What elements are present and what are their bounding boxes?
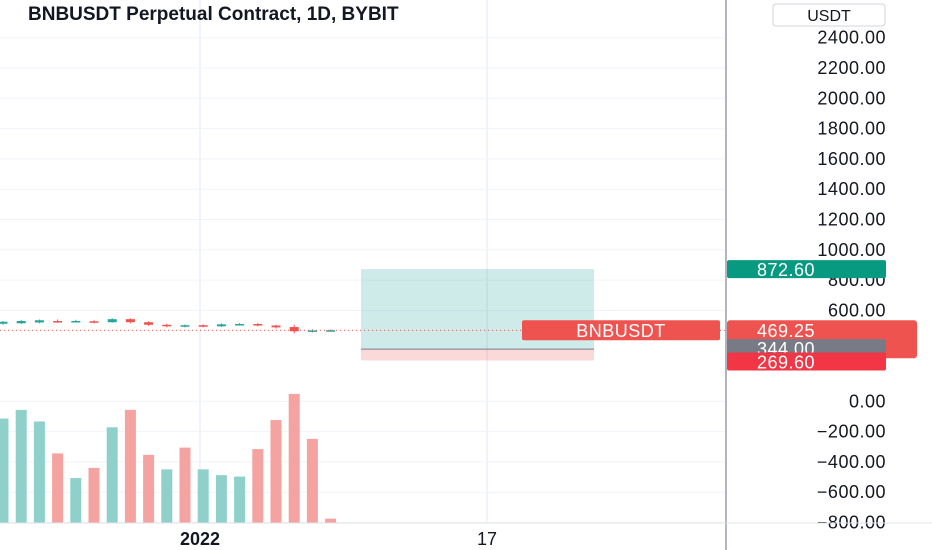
price-tick-label: 2000.00 [817, 88, 886, 108]
candle-body [53, 320, 63, 323]
price-tick-label: 1200.00 [817, 209, 886, 229]
volume-bar [0, 418, 9, 523]
candle-body [235, 324, 245, 326]
long-position-tool[interactable] [361, 269, 594, 361]
candle-body [307, 330, 317, 332]
stop-loss-tag: 269.60 [727, 352, 886, 372]
price-tick-label: 1400.00 [817, 179, 886, 199]
currency-button[interactable]: USDT [772, 3, 886, 27]
volume-bar [306, 438, 318, 523]
candle-body [34, 320, 44, 323]
price-tick-label: 2200.00 [817, 58, 886, 78]
candle-body [180, 325, 190, 327]
volume-bar [88, 467, 100, 523]
price-tick-label: −400.00 [817, 452, 886, 472]
candle-body [144, 322, 154, 325]
volume-bar [197, 469, 209, 523]
take-profit-tag-background [727, 260, 886, 279]
volume-bar [33, 421, 45, 523]
volume-bar [215, 475, 227, 523]
volume-bar [124, 409, 136, 523]
candle-body [16, 320, 26, 324]
volume-bar [52, 453, 64, 523]
grid-lines [0, 0, 726, 523]
price-tick-label: −200.00 [817, 422, 886, 442]
time-label-2022: 2022 [180, 529, 220, 549]
currency-label: USDT [807, 8, 851, 25]
candle-body [198, 325, 208, 327]
symbol-tag-background [522, 320, 720, 341]
price-tick-label: 600.00 [828, 300, 886, 320]
candle-body [289, 327, 299, 332]
volume-bar [288, 393, 300, 523]
candle-body [162, 324, 172, 327]
candle-body [71, 320, 81, 323]
candle-body [326, 330, 336, 332]
candle-body [89, 321, 99, 323]
chart-title: BNBUSDT Perpetual Contract, 1D, BYBIT [28, 4, 399, 25]
take-profit-tag-text: 872.60 [757, 260, 815, 280]
volume-bar [70, 478, 82, 523]
volume-bar [325, 518, 337, 523]
volume-bar [143, 454, 155, 523]
candle-body [253, 324, 263, 326]
current-price-value: 469.25 [757, 321, 815, 341]
volume-bar [179, 447, 191, 523]
take-profit-tag: 872.60 [727, 260, 886, 280]
volume-bar [234, 476, 246, 523]
stop-loss-tag-text: 269.60 [757, 352, 815, 372]
price-tick-label: −800.00 [817, 512, 886, 532]
price-tick-label: 0.00 [849, 391, 886, 411]
price-tick-label: −600.00 [817, 482, 886, 502]
price-tick-label: 1600.00 [817, 149, 886, 169]
current-price-line: BNBUSDT [0, 320, 726, 341]
symbol-tag: BNBUSDT [522, 320, 720, 341]
candle-body [125, 319, 135, 323]
candle-body [0, 321, 8, 324]
loss-zone[interactable] [361, 349, 594, 361]
candle-body [271, 325, 281, 328]
symbol-tag-label: BNBUSDT [576, 321, 666, 341]
volume-bar [252, 449, 264, 523]
currency-button-frame [772, 3, 886, 27]
price-tick-label: 2400.00 [817, 28, 886, 48]
volume-bar [270, 420, 282, 523]
volume-bar [161, 469, 173, 523]
stop-loss-tag-background [727, 352, 886, 371]
price-tick-label: 1800.00 [817, 119, 886, 139]
candle-body [216, 324, 226, 327]
candle-body [107, 319, 117, 323]
price-tick-label: 1000.00 [817, 240, 886, 260]
volume-bars [0, 393, 337, 523]
candlestick-series [0, 318, 336, 334]
time-label-17: 17 [477, 529, 497, 549]
volume-bar [106, 427, 118, 523]
price-axis-labels[interactable]: 2400.00 2200.00 2000.00 1800.00 1600.00 1400.… [817, 28, 886, 533]
volume-bar [15, 409, 27, 523]
